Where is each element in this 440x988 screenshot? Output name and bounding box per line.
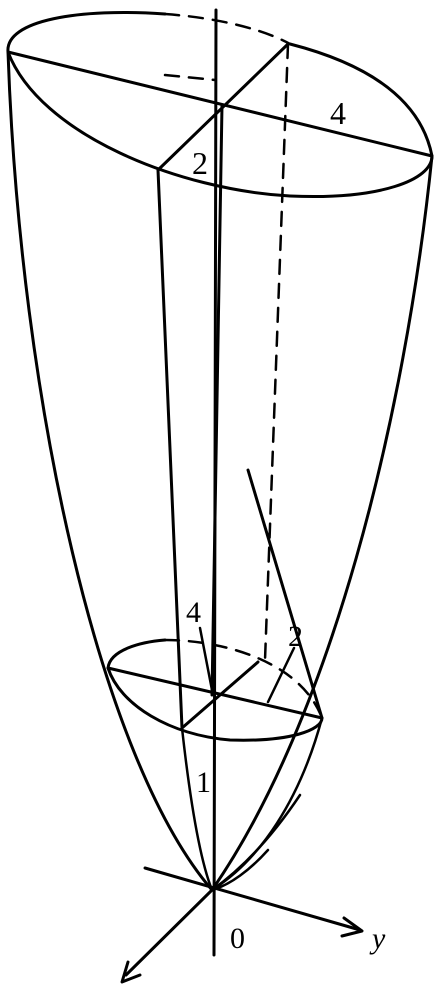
- paraboloid-right-silhouette: [210, 154, 434, 892]
- inner-curve-mid: [210, 793, 302, 892]
- label-bottom-long: 4: [186, 596, 201, 629]
- top-ellipse-back-right: [288, 42, 434, 158]
- y-axis: [143, 866, 362, 932]
- leader-bottom-4: [198, 626, 214, 692]
- leader-bottom-2: [266, 646, 296, 704]
- label-top-short: 2: [192, 145, 208, 181]
- x-axis: [124, 888, 214, 977]
- y-axis-arrowhead: [340, 916, 364, 938]
- prism-edge-front-left: [156, 168, 184, 730]
- prism-edge-front-right: [246, 468, 324, 720]
- z-axis: [212, 8, 218, 957]
- bottom-long-diagonal: [106, 666, 324, 720]
- top-long-diagonal: [6, 50, 434, 158]
- label-origin: 0: [230, 922, 245, 955]
- bottom-ellipse-back-left: [106, 638, 167, 670]
- label-top-long: 4: [330, 95, 346, 131]
- label-y-axis: y: [369, 922, 386, 955]
- top-ellipse-back: [6, 11, 167, 54]
- x-axis-arrowhead: [120, 960, 142, 984]
- top-ellipse-front: [6, 50, 434, 198]
- bottom-short-edge: [180, 660, 260, 730]
- bottom-ellipse-front: [106, 666, 324, 742]
- label-height-marker: 1: [196, 766, 211, 799]
- top-hidden-edge: [163, 73, 217, 82]
- top-ellipse-hidden: [163, 12, 292, 46]
- label-bottom-short: 2: [288, 620, 303, 653]
- inner-curve-left: [180, 726, 214, 892]
- paraboloid-left-silhouette: [6, 50, 214, 892]
- prism-edge-back: [263, 42, 290, 662]
